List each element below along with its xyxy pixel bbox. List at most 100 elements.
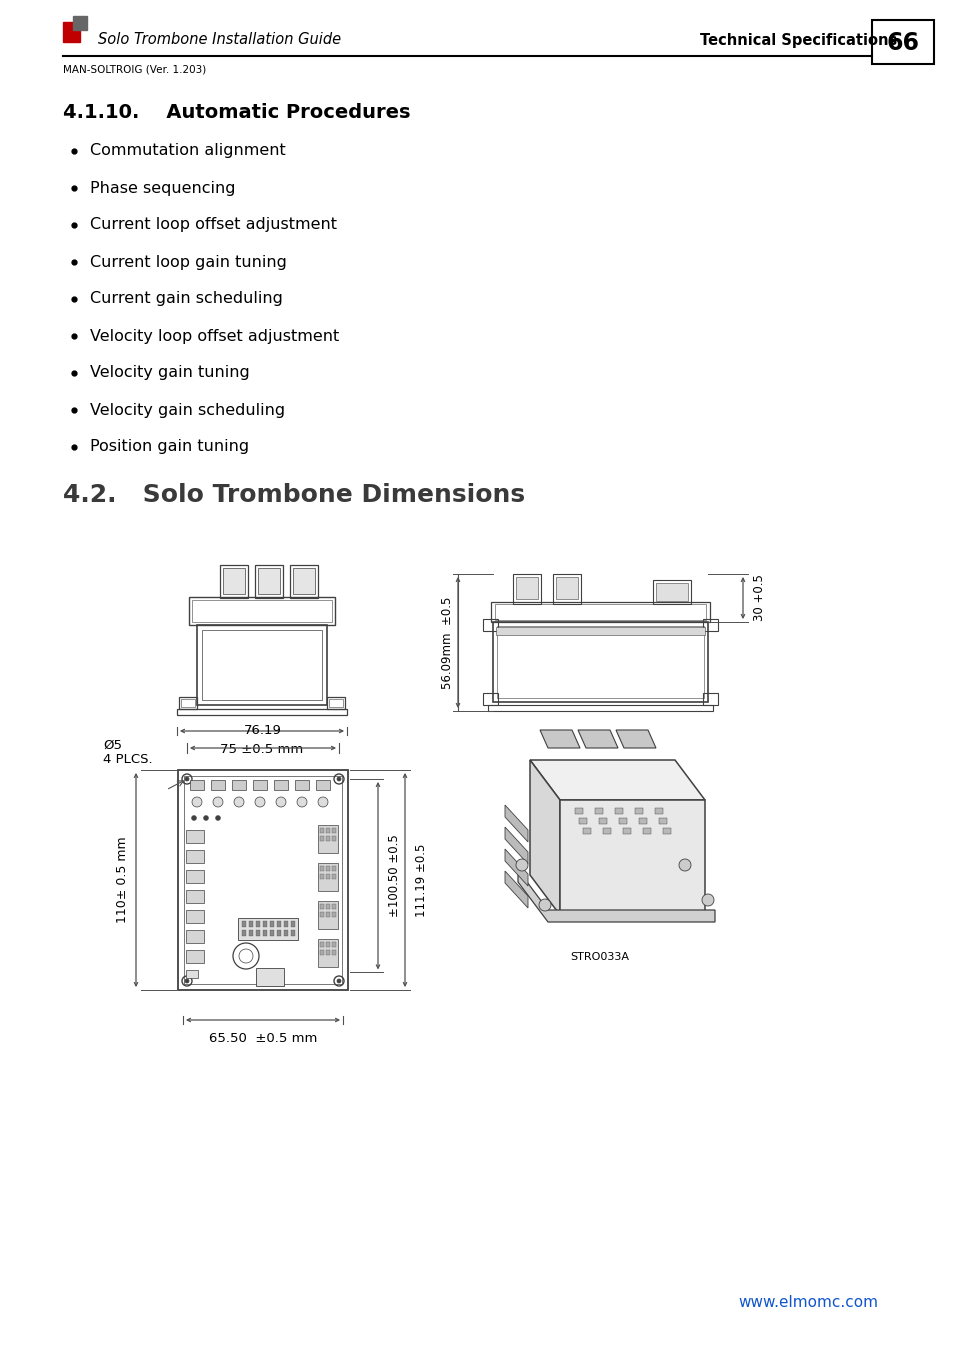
Bar [232,780,246,790]
Bar [255,930,260,936]
Polygon shape [504,805,527,842]
Bar [553,574,580,603]
Bar [332,904,335,909]
Bar [284,930,288,936]
Text: Velocity loop offset adjustment: Velocity loop offset adjustment [90,328,339,343]
Circle shape [185,979,189,983]
Bar [270,921,274,927]
Polygon shape [616,730,656,748]
Polygon shape [530,760,704,801]
Text: STRO033A: STRO033A [570,952,629,963]
Text: 110± 0.5 mm: 110± 0.5 mm [116,837,130,923]
Bar [186,890,204,903]
Circle shape [296,796,307,807]
Bar [237,918,297,940]
Bar [254,566,283,598]
Circle shape [192,815,196,821]
Bar [575,809,582,814]
Polygon shape [504,849,527,886]
Bar [326,950,330,954]
Bar [284,921,288,927]
Bar [326,873,330,879]
Bar [196,625,327,705]
Circle shape [701,894,713,906]
Bar [276,930,281,936]
Bar [513,574,540,603]
Bar [652,580,690,603]
Circle shape [233,796,244,807]
Bar [184,776,341,984]
Bar [702,693,718,705]
Bar [181,699,194,707]
Bar [582,828,590,834]
Bar [263,930,267,936]
Bar [63,22,80,42]
Polygon shape [517,869,714,922]
Bar [291,921,294,927]
Bar [186,869,204,883]
Bar [253,780,267,790]
Bar [482,620,497,630]
Bar [317,940,337,967]
Bar [255,921,260,927]
Circle shape [213,796,223,807]
Bar [332,873,335,879]
Bar [622,828,630,834]
Circle shape [679,859,690,871]
Bar [642,828,650,834]
Bar [319,873,324,879]
Bar [319,950,324,954]
Text: Current loop gain tuning: Current loop gain tuning [90,255,287,270]
Bar [332,836,335,841]
Bar [702,620,718,630]
Bar [496,626,704,634]
Bar [326,942,330,946]
Text: Solo Trombone Installation Guide: Solo Trombone Installation Guide [98,32,341,47]
Circle shape [215,815,220,821]
Bar [332,828,335,833]
Bar [656,583,687,601]
Polygon shape [539,730,579,748]
Bar [327,697,345,709]
Text: 65.50  ±0.5 mm: 65.50 ±0.5 mm [209,1031,316,1045]
Bar [257,568,280,594]
Bar [189,597,335,625]
Bar [595,809,602,814]
Bar [491,602,709,622]
Bar [291,930,294,936]
Text: 75 ±0.5 mm: 75 ±0.5 mm [220,743,303,756]
Text: 4.1.10.    Automatic Procedures: 4.1.10. Automatic Procedures [63,103,410,122]
Bar [329,699,343,707]
Bar [192,599,332,622]
Bar [332,942,335,946]
Bar [190,780,204,790]
Polygon shape [504,871,527,909]
Bar [332,865,335,871]
Bar [319,904,324,909]
Bar [255,968,284,986]
Bar [319,942,324,946]
Bar [242,930,246,936]
Circle shape [275,796,286,807]
Text: 56.09mm  ±0.5: 56.09mm ±0.5 [441,597,454,688]
Bar [177,709,347,716]
Bar [659,818,666,824]
Bar [495,603,705,620]
Bar [317,863,337,891]
Bar [179,697,196,709]
Text: Commutation alignment: Commutation alignment [90,143,286,158]
Bar [202,630,322,701]
Bar [276,921,281,927]
Bar [73,16,87,30]
Bar [178,769,348,990]
Bar [290,566,317,598]
Polygon shape [504,828,527,864]
Bar [270,930,274,936]
Text: Ø5: Ø5 [103,738,122,752]
Bar [326,904,330,909]
Bar [655,809,662,814]
Circle shape [254,796,265,807]
Circle shape [317,796,328,807]
Circle shape [516,859,527,871]
Bar [639,818,646,824]
